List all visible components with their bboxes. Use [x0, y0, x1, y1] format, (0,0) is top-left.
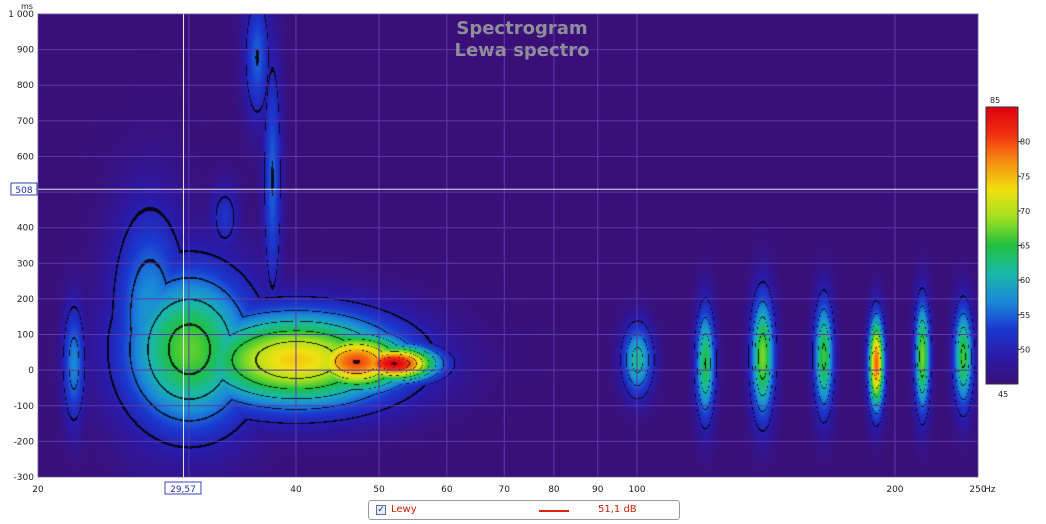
y-tick-label: 1 000	[8, 10, 34, 20]
x-tick-label: 100	[628, 485, 645, 495]
colorbar-tick-label: 80	[1020, 138, 1030, 147]
y-tick-label: -200	[14, 437, 35, 447]
legend-series-name: Lewy	[391, 504, 417, 515]
y-tick-label: -100	[14, 402, 35, 412]
colorbar-tick-label: 55	[1020, 311, 1030, 320]
colorbar-tick-label: 65	[1020, 242, 1030, 251]
colorbar-tick-label: 75	[1020, 172, 1030, 181]
y-tick-label: -300	[14, 473, 35, 483]
x-tick-label: 70	[499, 485, 511, 495]
legend-series-value: 51,1 dB	[598, 504, 637, 515]
heatmap-image	[38, 14, 978, 477]
y-tick-label: 600	[17, 152, 34, 162]
chart-title: Spectrogram	[456, 18, 587, 39]
x-tick-label: 40	[290, 485, 302, 495]
x-tick-label: 20	[32, 485, 44, 495]
x-tick-label: 50	[373, 485, 385, 495]
y-axis-unit: ms	[21, 2, 33, 11]
y-tick-label: 800	[17, 81, 34, 91]
x-tick-label: 200	[886, 485, 903, 495]
y-tick-label: 700	[17, 117, 34, 127]
cursor-y-label: 508	[15, 186, 32, 196]
colorbar-min-label: 45	[998, 390, 1008, 399]
cursor-y-label-box	[10, 182, 38, 196]
x-tick-label: 90	[592, 485, 604, 495]
colorbar-tick-label: 50	[1020, 345, 1030, 354]
x-tick-label: 60	[441, 485, 453, 495]
colorbar-max-label: 85	[990, 96, 1000, 105]
colorbar-ticks: 50 55 60 65 70 75 80	[1018, 138, 1030, 354]
y-tick-label: 300	[17, 259, 34, 269]
colorbar-tick-label: 60	[1020, 276, 1030, 285]
colorbar	[985, 106, 1019, 385]
axes: 20 40 50 60 70 80 90 100 200 250 -300 -200 -100 0 100 2…	[8, 10, 987, 495]
y-tick-label: 400	[17, 224, 34, 234]
y-tick-label: 0	[28, 366, 34, 376]
x-axis-unit: Hz	[984, 485, 996, 495]
legend-series-line	[539, 510, 569, 512]
x-tick-label: 80	[548, 485, 560, 495]
cursor-x-label-box	[164, 481, 202, 495]
grid-lines	[38, 14, 978, 477]
colorbar-tick-label: 70	[1020, 207, 1030, 216]
chart-subtitle: Lewa spectro	[454, 40, 589, 61]
cursor-x-label: 29,57	[170, 485, 196, 495]
legend: ✓ Lewy 51,1 dB	[368, 500, 680, 520]
x-tick-label: 250	[969, 485, 986, 495]
y-tick-label: 100	[17, 331, 34, 341]
y-tick-label: 200	[17, 295, 34, 305]
legend-checkbox[interactable]: ✓	[376, 505, 386, 515]
y-tick-label: 900	[17, 46, 34, 56]
